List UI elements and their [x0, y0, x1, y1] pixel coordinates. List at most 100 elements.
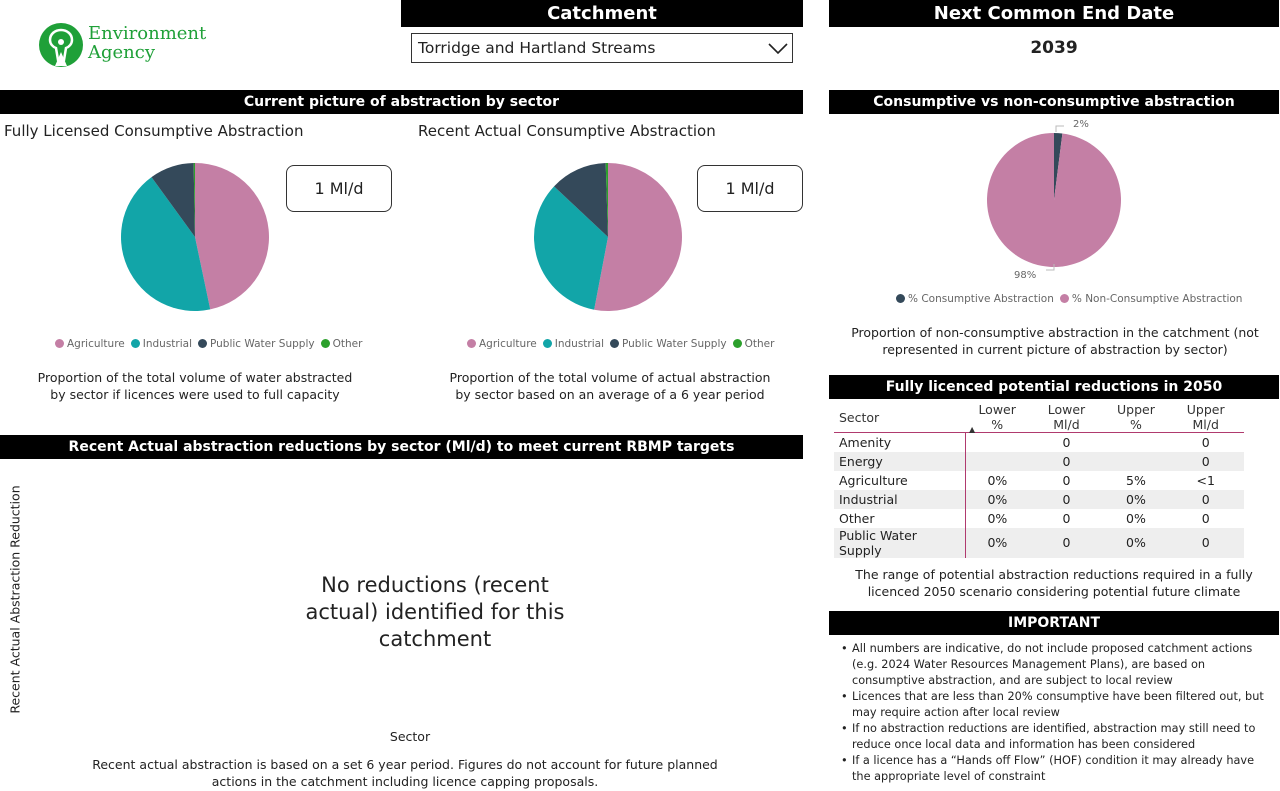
logo-text: Environment Agency	[88, 23, 207, 63]
important-item: All numbers are indicative, do not inclu…	[838, 641, 1268, 689]
legend-dot	[467, 339, 476, 348]
important-header: IMPORTANT	[829, 611, 1279, 635]
x-axis-label: Sector	[389, 729, 431, 744]
table-cell: 0	[1201, 453, 1210, 469]
legend-item: Industrial	[130, 338, 192, 350]
consumptive-header: Consumptive vs non-consumptive abstracti…	[829, 90, 1279, 114]
legend-item: Public Water Supply	[610, 338, 727, 350]
pie-slice-agriculture[interactable]	[594, 163, 682, 311]
licensed-caption: Proportion of the total volume of water …	[37, 370, 353, 402]
pie-slice-non-consumptive-abstraction[interactable]	[987, 133, 1121, 267]
col-upper-pct[interactable]: Upper %	[1117, 402, 1155, 432]
actual-caption: Proportion of the total volume of actual…	[449, 370, 771, 402]
important-item: Licences that are less than 20% consumpt…	[838, 689, 1268, 721]
table-cell: 0%	[1126, 535, 1146, 550]
table-cell	[966, 433, 1028, 452]
pie-slice-public-water-supply[interactable]	[554, 163, 608, 237]
legend-dot	[198, 339, 207, 348]
legend-item: Industrial	[542, 338, 604, 350]
table-cell: Energy	[834, 451, 967, 471]
table-cell: 0	[1062, 453, 1071, 469]
col-upper-mld[interactable]: Upper Ml/d	[1186, 402, 1225, 432]
environment-agency-logo: Environment Agency	[38, 22, 208, 68]
table-cell: 0	[1201, 491, 1210, 507]
consumptive-legend: % Consumptive Abstraction % Non-Consumpt…	[896, 293, 1242, 305]
licensed-pie-chart	[120, 163, 269, 311]
table-cell: 0%	[987, 472, 1008, 488]
table-cell: 5%	[1126, 472, 1146, 488]
label-non-consumptive: 98%	[1014, 270, 1037, 281]
table-cell: 0	[1062, 472, 1071, 488]
legend-item: Agriculture	[55, 338, 125, 350]
legend-dot	[610, 339, 619, 348]
pie-slice-consumptive-abstraction[interactable]	[1054, 133, 1063, 200]
catchment-selected: Torridge and Hartland Streams	[418, 39, 656, 57]
table-row: Amenity 0 0	[834, 432, 1244, 452]
col-sector[interactable]: Sector	[839, 409, 880, 425]
catchment-header: Catchment	[401, 0, 803, 27]
legend-item: Other	[320, 338, 362, 350]
pie-slice-other[interactable]	[605, 163, 608, 237]
pie-slice-public-water-supply[interactable]	[151, 163, 195, 237]
table-cell: 0%	[987, 491, 1008, 507]
important-item: If a licence has a “Hands off Flow” (HOF…	[838, 753, 1268, 785]
table-cell: Agriculture	[834, 470, 967, 490]
pie-slice-agriculture[interactable]	[195, 163, 269, 310]
catchment-dropdown[interactable]: Torridge and Hartland Streams	[411, 33, 793, 63]
table-cell: 0	[1201, 535, 1210, 550]
table-cell: 0%	[987, 535, 1008, 550]
no-reductions-message: No reductions (recent actual) identified…	[305, 573, 565, 651]
pie-slice-industrial[interactable]	[120, 177, 211, 311]
potential-header: Fully licenced potential reductions in 2…	[829, 375, 1279, 399]
end-date-header: Next Common End Date	[829, 0, 1279, 27]
legend-item: Public Water Supply	[198, 338, 315, 350]
table-cell: Other	[834, 508, 967, 528]
y-axis-label: Recent Actual Abstraction Reduction	[7, 485, 23, 714]
table-cell: 0	[1062, 535, 1071, 550]
table-row: Other 0% 0 0% 0	[834, 508, 1244, 528]
licensed-total-card: 1 Ml/d	[286, 165, 392, 212]
table-row: Agriculture 0% 0 5% <1	[834, 470, 1244, 490]
pie-slice-other[interactable]	[193, 163, 195, 237]
table-cell: 0	[1062, 491, 1071, 507]
legend-dot	[55, 339, 64, 348]
end-date-value: 2039	[1030, 38, 1078, 58]
actual-total-card: 1 Ml/d	[697, 165, 803, 212]
table-cell: 0	[1201, 434, 1210, 450]
licensed-legend: Agriculture Industrial Public Water Supply…	[55, 338, 362, 350]
col-lower-mld[interactable]: Lower Ml/d	[1047, 402, 1086, 432]
consumptive-pie-chart	[987, 133, 1121, 267]
reductions-footnote: Recent actual abstraction is based on a …	[92, 757, 718, 789]
table-cell: Public Water Supply	[834, 527, 967, 558]
table-cell: 0%	[987, 510, 1008, 526]
legend-item: % Consumptive Abstraction	[896, 293, 1054, 305]
table-cell: Amenity	[834, 432, 967, 452]
table-cell: 0%	[1126, 510, 1146, 526]
potential-reductions-table: Sector Lower % ▲ Lower Ml/d Upper % Upper…	[834, 402, 1244, 558]
actual-legend: Agriculture Industrial Public Water Supply…	[467, 338, 774, 350]
sort-ascending-icon: ▲	[968, 425, 976, 434]
legend-dot	[130, 339, 140, 348]
table-cell: 0	[1062, 510, 1071, 526]
reductions-header: Recent Actual abstraction reductions by …	[0, 435, 803, 459]
table-cell: <1	[1196, 472, 1215, 488]
col-lower-pct[interactable]: Lower % ▲	[968, 402, 1016, 434]
actual-title: Recent Actual Consumptive Abstraction	[418, 122, 716, 140]
pie-slice-industrial[interactable]	[534, 186, 608, 310]
important-list: All numbers are indicative, do not inclu…	[838, 641, 1268, 785]
table-cell: 0	[1062, 434, 1071, 450]
label-consumptive: 2%	[1073, 119, 1089, 130]
actual-pie-chart	[534, 163, 682, 311]
licensed-title: Fully Licensed Consumptive Abstraction	[4, 122, 304, 140]
table-row: Energy 0 0	[834, 451, 1244, 471]
table-cell: 0	[1201, 510, 1210, 526]
tree-person-logo-icon	[39, 23, 83, 67]
table-cell	[1105, 452, 1168, 471]
potential-caption: The range of potential abstraction reduc…	[855, 567, 1253, 599]
table-row: Industrial 0% 0 0% 0	[834, 489, 1244, 509]
consumptive-caption: Proportion of non-consumptive abstractio…	[851, 325, 1259, 357]
table-row: Public Water Supply 0% 0 0% 0	[834, 527, 1244, 558]
legend-item: % Non-Consumptive Abstraction	[1059, 293, 1242, 305]
table-cell	[1105, 433, 1168, 452]
legend-item: Agriculture	[467, 338, 537, 350]
